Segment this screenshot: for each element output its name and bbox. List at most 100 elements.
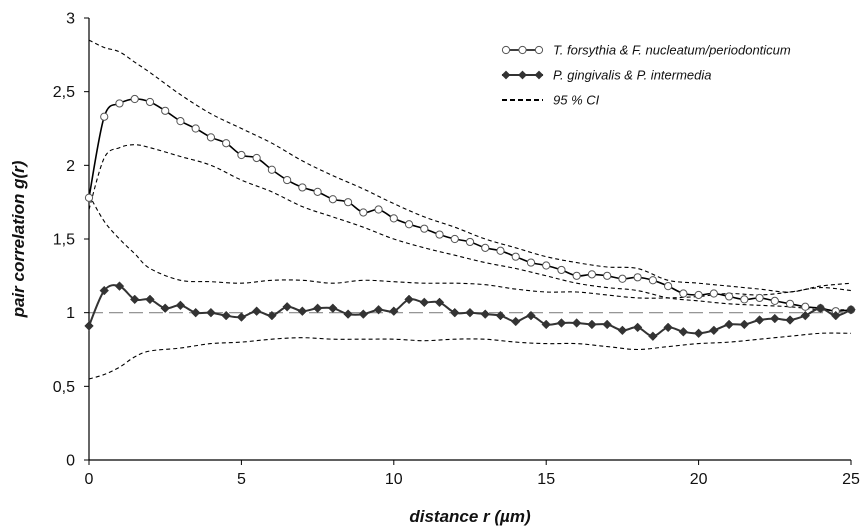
- point-pg-pi: [739, 319, 750, 330]
- point-tf-fn: [724, 292, 734, 301]
- x-tick-label: 25: [842, 471, 860, 488]
- point-pg-pi: [221, 310, 231, 321]
- point-tf-fn: [618, 274, 627, 283]
- point-tf-fn: [785, 299, 795, 308]
- y-tick-label: 0: [66, 453, 75, 470]
- point-tf-fn: [130, 94, 139, 104]
- point-tf-fn: [267, 165, 276, 174]
- point-tf-fn: [511, 252, 520, 261]
- confidence-interval-lines: [88, 39, 852, 380]
- y-tick-label: 1: [66, 305, 75, 322]
- y-tick-label: 2,5: [53, 84, 75, 101]
- point-pg-pi: [419, 297, 430, 308]
- y-tick-label: 0,5: [53, 379, 75, 396]
- point-pg-pi: [267, 310, 277, 321]
- y-tick-label: 3: [66, 11, 75, 28]
- point-tf-fn: [740, 295, 749, 304]
- point-pg-pi: [129, 294, 140, 305]
- y-tick-label: 2: [66, 158, 75, 175]
- point-tf-fn: [389, 214, 398, 223]
- point-pg-pi: [160, 303, 170, 314]
- series-pg-pi: [84, 281, 856, 341]
- point-tf-fn: [252, 153, 261, 163]
- point-tf-fn: [404, 220, 414, 229]
- point-tf-fn: [84, 193, 94, 202]
- point-pg-pi: [114, 281, 125, 291]
- legend-label-pg-pi: P. gingivalis & P. intermedia: [553, 68, 712, 83]
- ci-line-1: [88, 39, 852, 293]
- legend: T. forsythia & F. nucleatum/periodonticu…: [501, 43, 791, 108]
- ci-line-3: [88, 194, 852, 299]
- point-tf-fn: [100, 112, 109, 121]
- point-pg-pi: [190, 307, 201, 318]
- x-tick-label: 5: [237, 471, 246, 488]
- point-tf-fn: [343, 198, 353, 207]
- point-pg-pi: [693, 328, 704, 339]
- ci-line-2: [88, 144, 852, 311]
- point-pg-pi: [800, 310, 811, 321]
- legend-item-pg-pi: P. gingivalis & P. intermedia: [501, 68, 712, 83]
- point-tf-fn: [648, 276, 657, 285]
- point-pg-pi: [389, 306, 399, 316]
- point-tf-fn: [481, 243, 490, 252]
- point-tf-fn: [465, 237, 475, 247]
- point-tf-fn: [420, 224, 429, 233]
- point-pg-pi: [724, 319, 734, 330]
- point-pg-pi: [571, 318, 582, 328]
- point-pg-pi: [678, 327, 689, 337]
- x-tick-label: 10: [385, 471, 403, 488]
- point-pg-pi: [434, 297, 445, 308]
- point-tf-fn: [587, 270, 597, 279]
- point-tf-fn: [664, 282, 673, 291]
- y-axis-title: pair correlation g(r): [9, 160, 28, 318]
- point-pg-pi: [373, 304, 384, 315]
- point-tf-fn: [222, 139, 231, 148]
- point-tf-fn: [176, 117, 185, 126]
- x-axis-title: distance r (µm): [409, 507, 531, 526]
- legend-item-tf-fn: T. forsythia & F. nucleatum/periodonticu…: [501, 43, 791, 58]
- x-tick-label: 0: [85, 471, 94, 488]
- point-tf-fn: [694, 290, 703, 300]
- legend-marker-pg-pi: [518, 70, 527, 80]
- point-pg-pi: [541, 319, 551, 330]
- point-pg-pi: [815, 303, 826, 314]
- point-pg-pi: [297, 306, 308, 316]
- point-pg-pi: [510, 316, 521, 327]
- point-tf-fn: [145, 97, 155, 107]
- legend-marker-tf-fn: [518, 45, 527, 55]
- point-pg-pi: [312, 303, 323, 314]
- point-pg-pi: [495, 310, 506, 321]
- point-tf-fn: [328, 195, 337, 204]
- point-tf-fn: [679, 289, 688, 298]
- point-tf-fn: [709, 289, 718, 298]
- point-pg-pi: [145, 294, 155, 305]
- point-pg-pi: [587, 319, 597, 330]
- point-tf-fn: [313, 187, 322, 196]
- point-pg-pi: [328, 303, 338, 314]
- point-pg-pi: [709, 325, 719, 336]
- series-line-tf-fn: [88, 98, 852, 313]
- legend-marker-pg-pi: [534, 70, 544, 80]
- legend-marker-tf-fn: [534, 45, 544, 55]
- point-pg-pi: [450, 307, 460, 318]
- point-tf-fn: [633, 273, 642, 282]
- point-tf-fn: [206, 133, 216, 142]
- point-pg-pi: [846, 304, 856, 315]
- point-tf-fn: [603, 271, 612, 280]
- point-pg-pi: [556, 318, 567, 328]
- point-tf-fn: [557, 265, 566, 275]
- legend-marker-tf-fn: [501, 45, 511, 55]
- point-tf-fn: [283, 175, 292, 185]
- point-tf-fn: [435, 230, 444, 239]
- point-tf-fn: [755, 293, 764, 303]
- point-tf-fn: [191, 124, 200, 133]
- axes: 0 0,5 1 1,5 2 2,5 3 0 5 10 15 20 25: [53, 11, 860, 489]
- y-tick-label: 1,5: [53, 232, 75, 249]
- point-tf-fn: [801, 302, 810, 311]
- point-pg-pi: [480, 309, 490, 319]
- point-tf-fn: [374, 205, 383, 214]
- legend-item-ci: 95 % CI: [502, 93, 600, 108]
- legend-marker-pg-pi: [501, 70, 511, 80]
- point-tf-fn: [450, 234, 459, 244]
